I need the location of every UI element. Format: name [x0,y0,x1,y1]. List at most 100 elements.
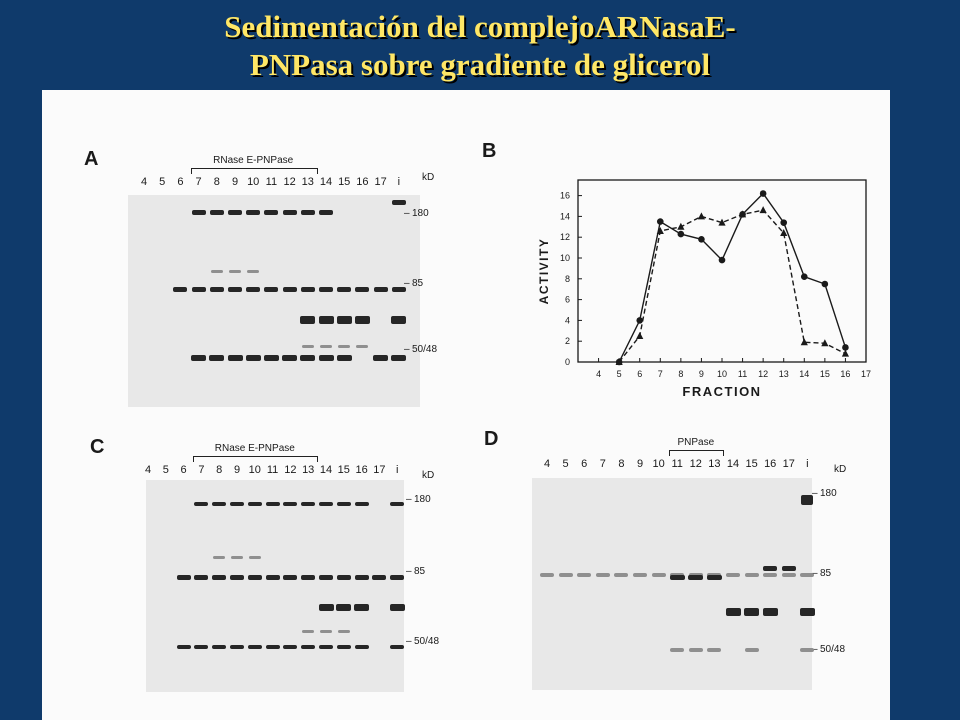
gel-c-band [194,575,209,580]
gel-c-lane-label: 13 [302,464,315,476]
gel-d-marker: 180 [820,488,837,499]
gel-d-lane-label: 12 [689,458,702,470]
x-tick-label: 9 [699,369,704,379]
gel-panel-a [128,195,420,407]
series-2-point [697,212,706,220]
gel-a-kd-label: kD [422,172,435,183]
series-1-point [842,344,849,351]
gel-a-band [391,200,406,205]
series-2-point [615,358,623,365]
gel-a-lane-label: 6 [177,176,184,188]
gel-c-band [176,645,191,649]
gel-c-lane-label: i [395,464,399,476]
series-2-point [841,349,850,357]
gel-a-lane-label: 11 [265,176,278,188]
x-tick-label: 8 [678,369,683,379]
gel-c-marker: 85 [414,566,426,577]
gel-c-band [319,575,333,580]
gel-a-band [264,287,279,292]
gel-c-band [212,575,227,580]
gel-d-band [726,573,740,577]
series-2-point [636,332,644,339]
gel-c-lane-label: 8 [216,464,223,476]
series-1-point [759,190,767,197]
gel-c-band [390,645,405,649]
gel-d-band [799,608,815,616]
x-tick-label: 15 [820,369,830,379]
x-tick-label: 6 [637,369,642,379]
gel-d-lane-label: 4 [543,458,551,470]
gel-c-band [336,645,351,649]
gel-a-lane-label: 7 [195,176,202,188]
gel-c-band [336,502,351,506]
series-1-line [618,192,847,363]
gel-a-band [354,316,370,324]
gel-c-band [319,502,333,506]
gel-a-band [191,287,206,292]
gel-a-band [356,345,369,348]
series-1-point [821,280,829,288]
series-2-point [800,338,808,346]
series-1-point [636,317,644,324]
gel-c-band [390,502,405,506]
gel-c-band [265,575,280,580]
gel-c-marker: 180 [414,494,431,505]
series-2-point [718,218,726,226]
gel-a-band [301,345,314,348]
gel-a-band [319,287,333,292]
gel-c-band [354,575,369,580]
gel-a-band [336,355,352,361]
gel-d-band [707,648,722,652]
gel-c-band [230,502,244,506]
gel-d-lane-label: 16 [764,458,777,470]
gel-a-band [300,316,316,324]
gel-d-marker: 50/48 [820,644,846,655]
gel-a-band [338,345,351,348]
gel-d-marker-dash: – [812,488,818,499]
gel-c-band [247,575,262,580]
gel-c-band [354,604,370,611]
gel-c-marker-dash: – [406,566,412,577]
gel-d-marker-dash: – [812,568,818,579]
activity-chart: 4 5 6 7 8 9 10 11 12 13 14 15 16 17 0 2 4 6 8 10 12 14 16 FRACT… [537,179,871,399]
gel-a-lane-label: 8 [213,176,220,188]
chart-frame [577,179,867,363]
gel-c-lane-label: 14 [319,464,333,476]
gel-c-lane-label: 15 [337,464,350,476]
gel-a-band [318,316,334,324]
series-2-point [656,226,664,234]
gel-a-marker-dash: – [404,344,410,355]
series-2-point [738,210,747,218]
gel-c-band [265,502,280,506]
gel-a-band [391,287,406,292]
y-tick-label: 2 [565,336,570,346]
gel-c-band [320,630,332,633]
series-1-point [677,230,685,238]
gel-c-marker-dash: – [406,494,412,505]
gel-c-band [372,575,387,580]
gel-c-band [212,502,227,506]
gel-c-lane-label: 6 [180,464,187,476]
gel-d-lane-label: 7 [599,458,606,470]
gel-d-band [540,573,554,577]
gel-c-band [247,645,262,649]
y-tick-label: 8 [565,274,570,284]
x-tick-label: 4 [596,369,601,379]
gel-d-lane-label: 6 [581,458,588,470]
gel-a-bracket-label: RNase E-PNPase [213,155,294,166]
x-tick-label: 11 [738,369,747,379]
gel-c-band [212,645,227,649]
series-2-point [759,206,767,214]
y-tick-label: 14 [560,211,570,221]
gel-d-band [763,573,778,577]
gel-c-band [301,502,316,506]
gel-a-band [355,287,370,292]
gel-c-band [301,645,316,649]
x-tick-label: 13 [779,369,789,379]
gel-d-marker: 85 [820,568,832,579]
gel-a-band [282,355,298,361]
gel-c-band [301,575,316,580]
gel-a-band [391,355,407,361]
gel-d-band [670,648,685,652]
gel-c-band [247,502,262,506]
